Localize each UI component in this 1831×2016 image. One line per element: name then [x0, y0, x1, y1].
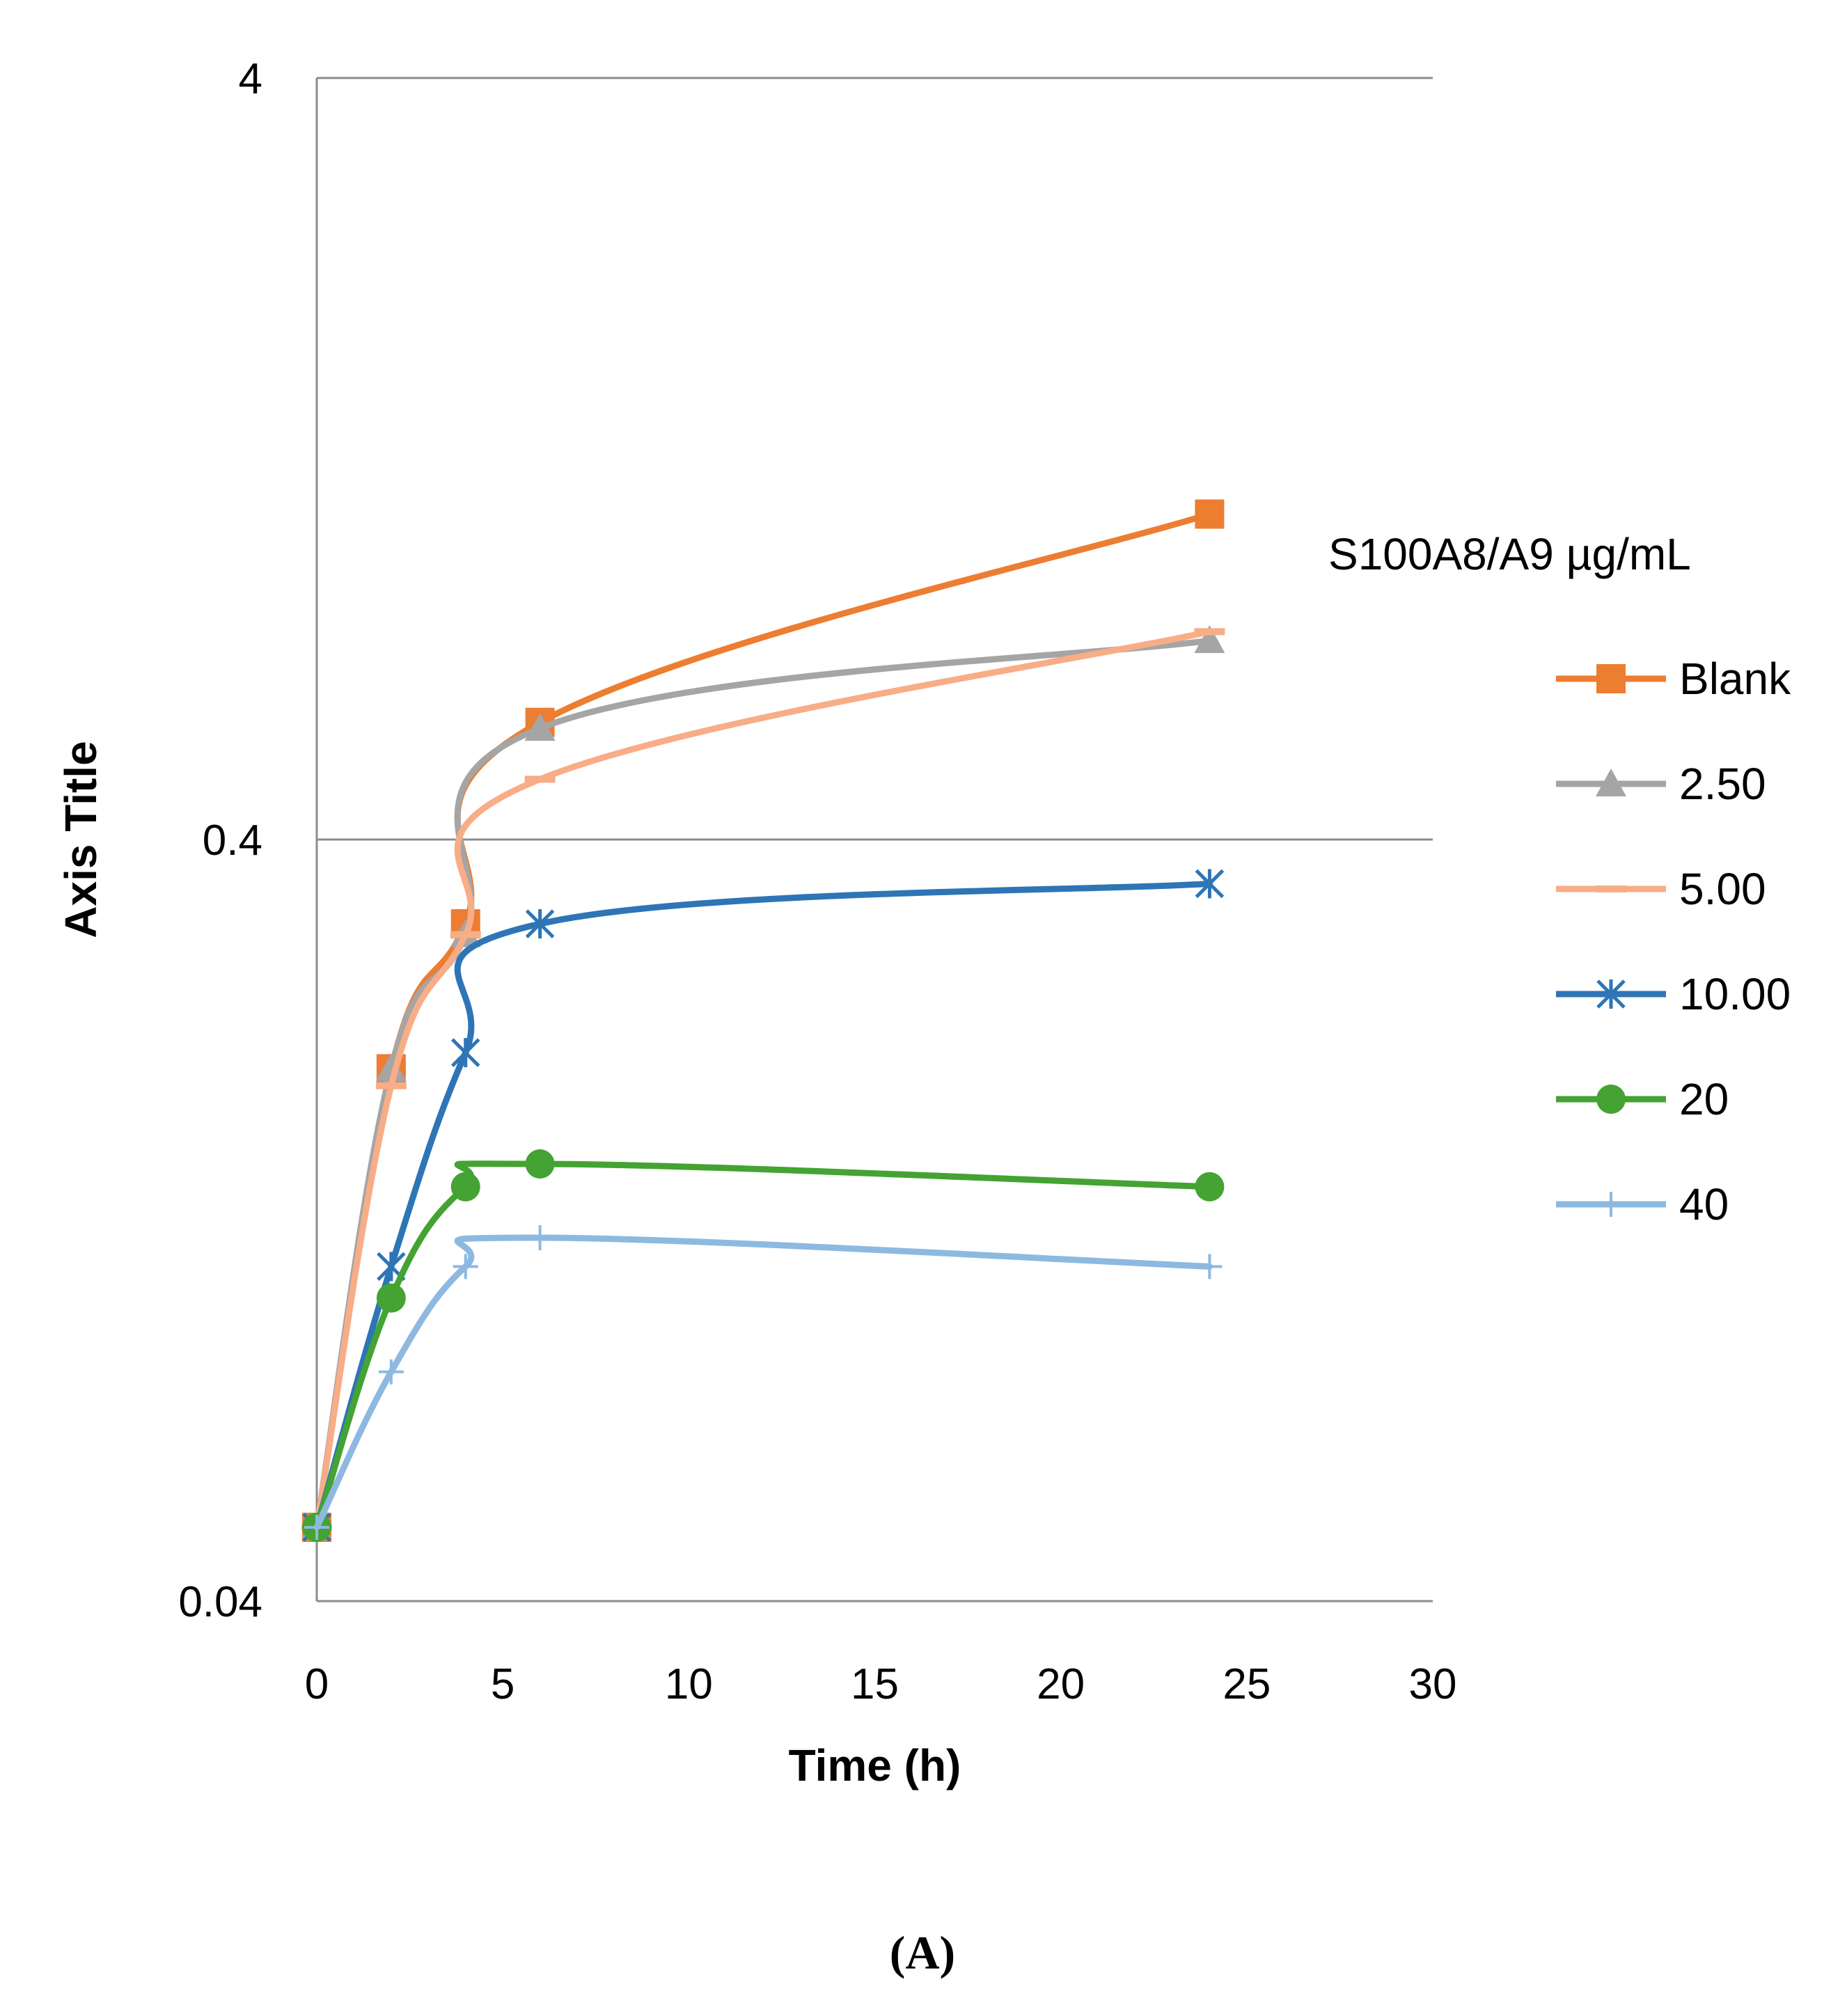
data-point	[450, 1038, 480, 1068]
series-1	[301, 625, 1225, 1540]
legend-label: 10.00	[1679, 969, 1791, 1019]
legend-item: Blank	[1556, 654, 1791, 704]
y-axis-title: Axis Title	[56, 741, 106, 938]
data-point	[525, 909, 555, 939]
series-4	[302, 1149, 1225, 1542]
data-point	[1195, 869, 1225, 899]
panel-label: (A)	[890, 1926, 955, 1979]
legend-label: 20	[1679, 1074, 1729, 1124]
y-tick-label: 0.4	[203, 817, 262, 865]
series-line	[313, 880, 1213, 1531]
x-axis-title: Time (h)	[789, 1740, 961, 1790]
legend-marker	[1596, 1085, 1626, 1114]
series-line	[313, 628, 1213, 1531]
legend-label: 40	[1679, 1179, 1729, 1229]
legend-item: 2.50	[1556, 759, 1766, 809]
data-point	[527, 1225, 553, 1251]
data-point	[450, 1172, 480, 1202]
data-point	[524, 713, 556, 741]
x-tick-label: 20	[1037, 1660, 1085, 1708]
legend-marker	[1596, 979, 1626, 1009]
data-point	[1195, 499, 1225, 529]
data-point	[378, 1359, 404, 1385]
legend-label: 2.50	[1679, 759, 1766, 809]
data-point	[376, 1283, 406, 1313]
x-tick-label: 10	[665, 1660, 713, 1708]
legend-marker	[1596, 769, 1626, 796]
series-2	[301, 628, 1225, 1531]
tick-labels: 0.04 0.4 4 0 5 10 15 20 25 30	[178, 55, 1456, 1708]
y-tick-label: 0.04	[178, 1578, 262, 1626]
data-point	[304, 1514, 329, 1540]
legend-marker	[1596, 664, 1626, 693]
data-point	[1194, 625, 1225, 654]
x-tick-label: 5	[491, 1660, 514, 1708]
legend-items: Blank 2.50 5.00 10.00 20 40	[1556, 654, 1791, 1229]
legend-item: 40	[1556, 1179, 1729, 1229]
legend-marker	[1598, 1192, 1624, 1217]
data-point	[525, 1149, 555, 1179]
data-point	[1197, 1254, 1223, 1279]
legend-item: 5.00	[1556, 864, 1766, 914]
x-tick-label: 30	[1409, 1660, 1457, 1708]
legend-item: 20	[1556, 1074, 1729, 1124]
data-point	[453, 1254, 478, 1279]
y-tick-label: 4	[239, 55, 262, 103]
data-point	[1195, 1172, 1225, 1202]
legend-title: S100A8/A9 µg/mL	[1328, 529, 1691, 579]
legend-item: 10.00	[1556, 969, 1791, 1019]
series-line	[313, 1160, 1213, 1531]
legend-label: 5.00	[1679, 864, 1766, 914]
legend: S100A8/A9 µg/mL Blank 2.50 5.00 10.00 20 40	[1328, 529, 1791, 1229]
x-tick-label: 0	[305, 1660, 329, 1708]
series-line	[313, 511, 1213, 1531]
series-layer	[301, 499, 1225, 1542]
x-tick-label: 25	[1223, 1660, 1271, 1708]
legend-label: Blank	[1679, 654, 1791, 704]
data-point	[375, 1053, 407, 1082]
series-line	[313, 1234, 1213, 1531]
gridlines	[317, 77, 1433, 1602]
x-tick-label: 15	[851, 1660, 899, 1708]
series-5	[304, 1225, 1223, 1540]
